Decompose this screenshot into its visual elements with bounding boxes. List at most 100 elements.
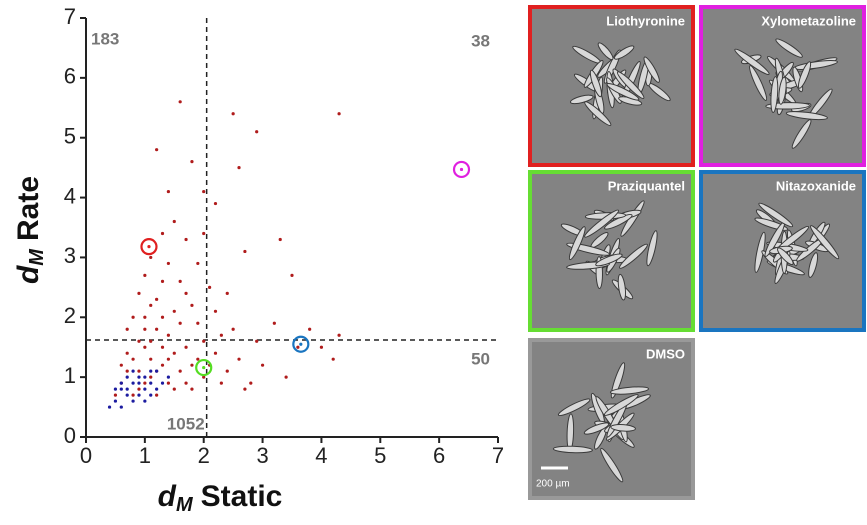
data-point xyxy=(202,231,206,236)
quadrant-count: 1052 xyxy=(167,414,205,433)
y-tick-label: 6 xyxy=(64,64,76,89)
data-point xyxy=(137,375,141,379)
panel-label: Liothyronine xyxy=(606,13,685,28)
data-point xyxy=(225,291,229,295)
worm xyxy=(643,56,660,83)
data-point xyxy=(208,285,212,289)
data-point xyxy=(319,345,324,349)
x-tick-label: 6 xyxy=(433,443,445,468)
data-point xyxy=(113,399,118,403)
data-point xyxy=(137,339,141,343)
highlight-marker xyxy=(195,358,213,377)
data-point xyxy=(202,339,206,343)
data-point xyxy=(160,363,165,367)
image-panel: Praziquantel xyxy=(528,170,695,332)
data-point xyxy=(155,327,159,331)
data-point xyxy=(155,297,159,301)
y-tick-label: 0 xyxy=(64,423,76,448)
worm xyxy=(791,119,812,149)
quadrant-count: 183 xyxy=(91,29,119,48)
data-point xyxy=(137,393,141,397)
worm xyxy=(603,394,639,416)
data-point xyxy=(308,327,312,331)
y-tick-label: 1 xyxy=(64,363,76,388)
data-point xyxy=(125,387,129,391)
data-point xyxy=(296,345,300,349)
worm xyxy=(734,48,770,75)
data-point xyxy=(125,393,129,397)
worm xyxy=(617,273,627,301)
x-tick-label: 5 xyxy=(374,443,386,468)
data-point xyxy=(166,333,170,337)
data-point xyxy=(243,249,247,254)
data-point xyxy=(119,363,123,367)
data-point xyxy=(137,387,141,391)
highlight-marker xyxy=(140,238,158,256)
data-point xyxy=(184,345,188,349)
data-point xyxy=(166,381,170,385)
data-point xyxy=(237,357,241,361)
x-tick-label: 2 xyxy=(198,443,210,468)
worm xyxy=(749,65,768,101)
image-panel: Liothyronine xyxy=(528,5,695,167)
image-panel: Nitazoxanide xyxy=(699,170,866,332)
data-point xyxy=(166,189,170,194)
data-point xyxy=(231,327,235,331)
data-point xyxy=(255,339,259,343)
data-point xyxy=(337,112,341,116)
data-point xyxy=(237,166,241,170)
data-point xyxy=(155,148,159,152)
quadrant-count: 50 xyxy=(471,350,490,369)
data-point xyxy=(149,339,153,343)
data-point xyxy=(202,375,206,379)
data-point xyxy=(284,375,288,379)
data-point xyxy=(143,345,147,349)
data-point xyxy=(231,112,235,116)
worm xyxy=(600,447,624,483)
worm xyxy=(595,253,623,267)
data-point xyxy=(137,369,141,373)
data-point xyxy=(119,405,123,409)
worm xyxy=(609,386,649,395)
data-point xyxy=(125,369,129,373)
data-point xyxy=(255,130,259,134)
worm xyxy=(808,252,819,278)
x-tick-label: 7 xyxy=(492,443,504,468)
highlight-dot xyxy=(202,365,206,370)
data-point xyxy=(160,231,165,236)
data-point xyxy=(137,381,141,385)
y-tick-label: 4 xyxy=(64,183,76,208)
highlight-marker xyxy=(292,335,310,353)
scale-bar-label: 200 µm xyxy=(536,479,570,490)
worm xyxy=(568,226,586,261)
y-tick-label: 2 xyxy=(64,303,76,328)
x-label-symbol: d xyxy=(158,480,177,513)
data-point xyxy=(119,381,123,385)
data-point xyxy=(149,381,153,385)
data-point xyxy=(113,387,118,391)
data-point xyxy=(213,309,218,313)
panel-label: Praziquantel xyxy=(608,178,685,193)
y-label-text: Rate xyxy=(12,176,45,241)
x-tick-label: 0 xyxy=(80,443,92,468)
data-point xyxy=(166,375,170,379)
y-axis-label: dM Rate xyxy=(12,176,48,284)
worm xyxy=(778,76,787,105)
data-point xyxy=(196,261,200,266)
data-point xyxy=(196,357,200,361)
worm xyxy=(584,209,620,238)
worm xyxy=(797,61,812,89)
data-point xyxy=(172,219,176,224)
data-point xyxy=(331,357,335,361)
worm xyxy=(770,76,779,113)
worm xyxy=(758,202,794,228)
worm xyxy=(785,111,828,121)
data-point xyxy=(160,345,165,349)
data-point xyxy=(243,387,247,391)
highlight-marker xyxy=(452,160,471,179)
y-label-symbol: d xyxy=(12,265,45,284)
data-point xyxy=(125,375,129,379)
data-point xyxy=(155,369,159,373)
data-point xyxy=(125,327,129,331)
data-point xyxy=(149,393,153,397)
